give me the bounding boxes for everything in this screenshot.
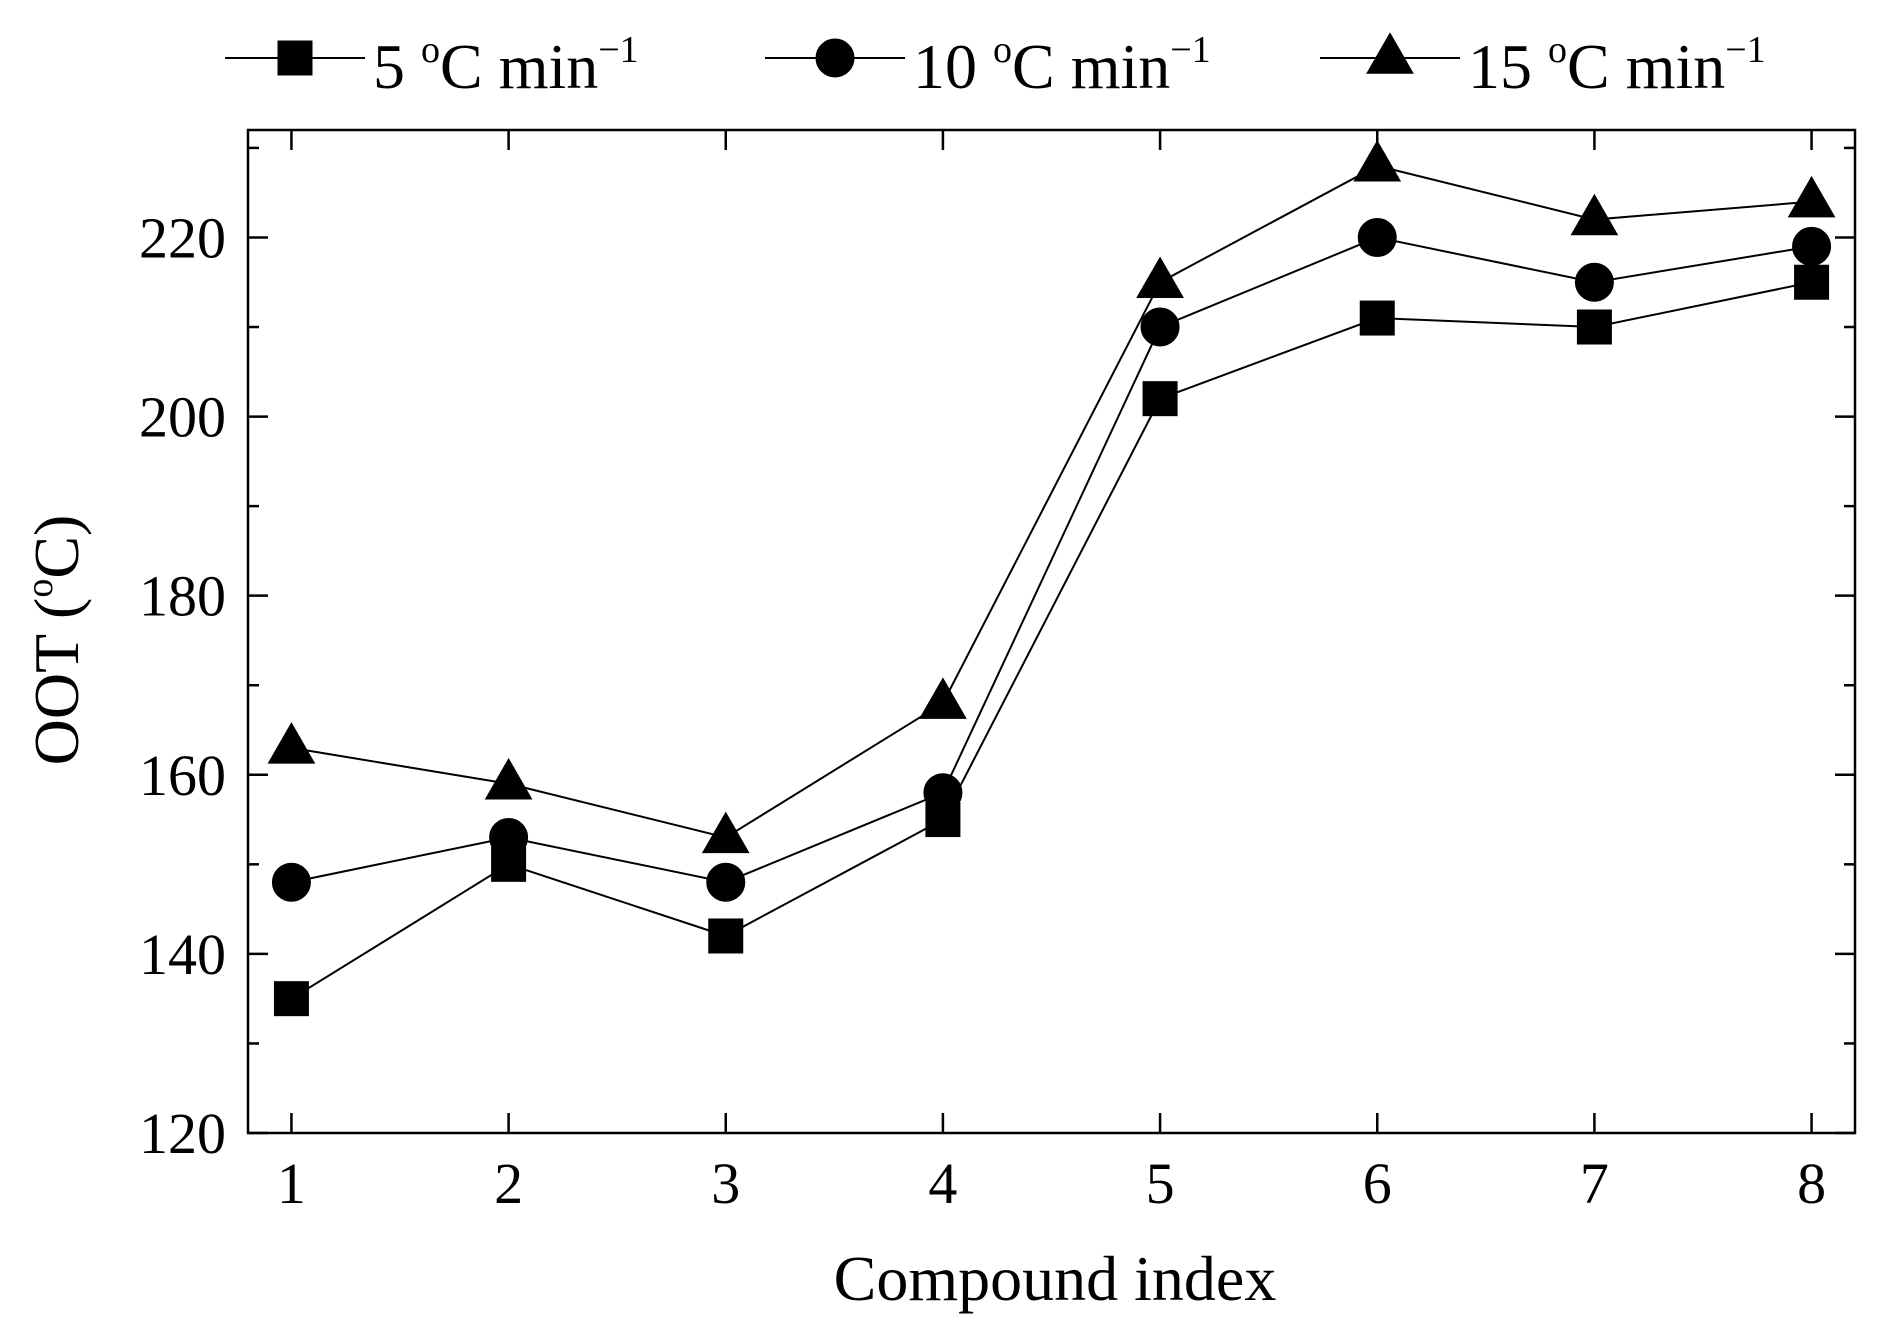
legend: 5 oC min−1 10 oC min−1 15 oC min−1	[225, 29, 1766, 102]
plot-area: 120 140 160 180 200 220 1 2 3 4 5 6 7 8	[139, 128, 1857, 1216]
y-axis-title: OOT (oC)	[19, 515, 92, 766]
x-tick-label-3: 3	[711, 1151, 740, 1216]
data-point-circle-2	[489, 817, 529, 857]
y-tick-label-140: 140	[139, 922, 226, 987]
series-line-circle	[291, 236, 1812, 884]
data-point-square-7	[1576, 309, 1612, 345]
axis-frame	[246, 128, 1857, 1135]
x-tick-label-7: 7	[1580, 1151, 1609, 1216]
x-tick-label-1: 1	[277, 1151, 306, 1216]
series-line-triangle	[291, 164, 1812, 839]
data-point-circle-6	[1357, 217, 1397, 257]
x-tick-label-5: 5	[1146, 1151, 1175, 1216]
legend-marker-square	[277, 40, 313, 76]
y-tick-label-180: 180	[139, 564, 226, 629]
data-point-circle-3	[706, 862, 746, 902]
series-line-square	[290, 281, 1812, 1000]
data-point-triangle-8	[1787, 175, 1836, 218]
x-tick-label-8: 8	[1797, 1151, 1826, 1216]
data-point-square-5	[1142, 381, 1178, 417]
data-point-triangle-3	[701, 811, 750, 854]
data-point-triangle-2	[484, 757, 533, 800]
data-point-square-1	[273, 981, 309, 1017]
legend-marker-circle	[815, 38, 855, 78]
data-point-square-8	[1794, 264, 1830, 300]
x-tick-label-4: 4	[928, 1151, 957, 1216]
x-tick-label-2: 2	[494, 1151, 523, 1216]
data-point-triangle-1	[267, 722, 316, 764]
legend-marker-triangle	[1366, 32, 1414, 74]
data-point-triangle-7	[1570, 193, 1619, 236]
x-axis-title: Compound index	[834, 1243, 1277, 1314]
data-point-circle-5	[1140, 307, 1180, 347]
data-point-square-3	[708, 918, 744, 954]
legend-label-square: 5 oC min−1	[373, 29, 639, 102]
data-point-circle-4	[923, 773, 963, 813]
data-point-triangle-6	[1353, 140, 1402, 182]
y-tick-label-220: 220	[139, 205, 226, 270]
data-point-circle-1	[271, 862, 311, 902]
y-axis-title-group: OOT (oC)	[19, 515, 92, 766]
x-tick-label-6: 6	[1363, 1151, 1392, 1216]
data-point-square-6	[1359, 300, 1395, 336]
y-tick-label-200: 200	[139, 385, 226, 450]
legend-label-circle: 10 oC min−1	[913, 29, 1211, 102]
y-tick-label-120: 120	[139, 1101, 226, 1166]
data-point-circle-8	[1792, 226, 1832, 266]
y-tick-label-160: 160	[139, 743, 226, 808]
legend-label-triangle: 15 oC min−1	[1468, 29, 1766, 102]
data-point-circle-7	[1574, 262, 1614, 302]
data-point-triangle-4	[919, 677, 967, 719]
data-point-triangle-5	[1136, 256, 1184, 298]
